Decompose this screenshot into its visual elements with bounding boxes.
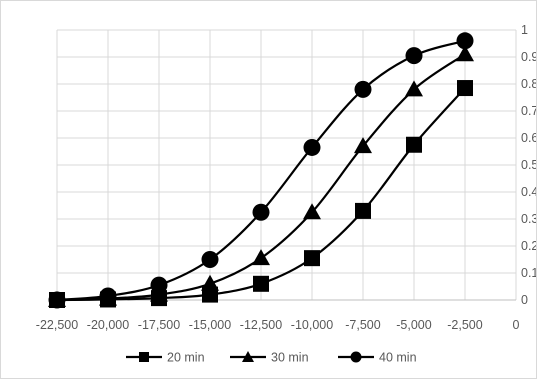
circle-marker [456, 32, 474, 50]
legend: 20 min 30 min 40 min [126, 351, 417, 365]
legend-square-icon [139, 352, 149, 362]
circle-marker [48, 291, 66, 309]
y-tick-label: 0.3 [521, 212, 536, 226]
legend-label: 40 min [379, 351, 417, 365]
legend-item: 40 min [338, 351, 417, 365]
x-tick-label: -22,500 [36, 318, 78, 332]
legend-circle-icon [350, 351, 362, 363]
triangle-marker [456, 45, 474, 62]
triangle-marker [252, 249, 270, 266]
x-tick-label: -12,500 [240, 318, 282, 332]
x-tick-label: 0 [513, 318, 520, 332]
triangle-marker [354, 137, 372, 154]
x-tick-label: -15,000 [189, 318, 231, 332]
y-tick-label: 0.9 [521, 50, 536, 64]
triangle-marker [405, 80, 423, 97]
circle-marker [201, 251, 219, 268]
y-tick-label: 0 [521, 293, 528, 307]
square-marker [457, 80, 473, 97]
x-tick-label: -17,500 [138, 318, 180, 332]
x-tick-labels: -22,500 -20,000 -17,500 -15,000 -12,500 -10,0… [36, 318, 520, 332]
circle-marker [354, 80, 372, 98]
circle-marker [303, 138, 321, 156]
series-line [56, 53, 466, 302]
x-tick-label: -10,000 [291, 318, 333, 332]
grid [56, 29, 517, 301]
y-tick-label: 0.8 [521, 77, 536, 91]
square-marker [253, 275, 269, 292]
legend-item: 20 min [126, 351, 205, 365]
legend-triangle-icon [242, 351, 254, 362]
series-40-min [48, 32, 474, 309]
triangle-marker [201, 274, 219, 291]
circle-marker [99, 287, 117, 305]
square-marker [406, 136, 422, 153]
square-marker [304, 250, 320, 267]
y-tick-labels: 0 0.1 0.2 0.3 0.4 0.5 0.6 0.7 0.8 0.9 1 [521, 23, 537, 307]
x-tick-label: -5,000 [396, 318, 431, 332]
y-tick-label: 0.7 [521, 104, 536, 118]
square-marker [355, 202, 371, 219]
legend-label: 30 min [271, 351, 309, 365]
series-group [48, 32, 474, 309]
legend-item: 30 min [230, 351, 309, 365]
x-tick-label: -2,500 [447, 318, 482, 332]
y-tick-label: 0.6 [521, 131, 536, 145]
y-tick-label: 0.5 [521, 158, 536, 172]
y-tick-label: 0.4 [521, 185, 536, 199]
circle-marker [252, 203, 270, 221]
circle-marker [150, 276, 168, 294]
triangle-marker [303, 203, 321, 220]
x-tick-label: -20,000 [87, 318, 129, 332]
y-tick-label: 1 [521, 23, 528, 37]
y-tick-label: 0.2 [521, 239, 536, 253]
x-tick-label: -7,500 [345, 318, 380, 332]
legend-label: 20 min [167, 351, 205, 365]
circle-marker [405, 47, 423, 65]
y-tick-label: 0.1 [521, 266, 536, 280]
